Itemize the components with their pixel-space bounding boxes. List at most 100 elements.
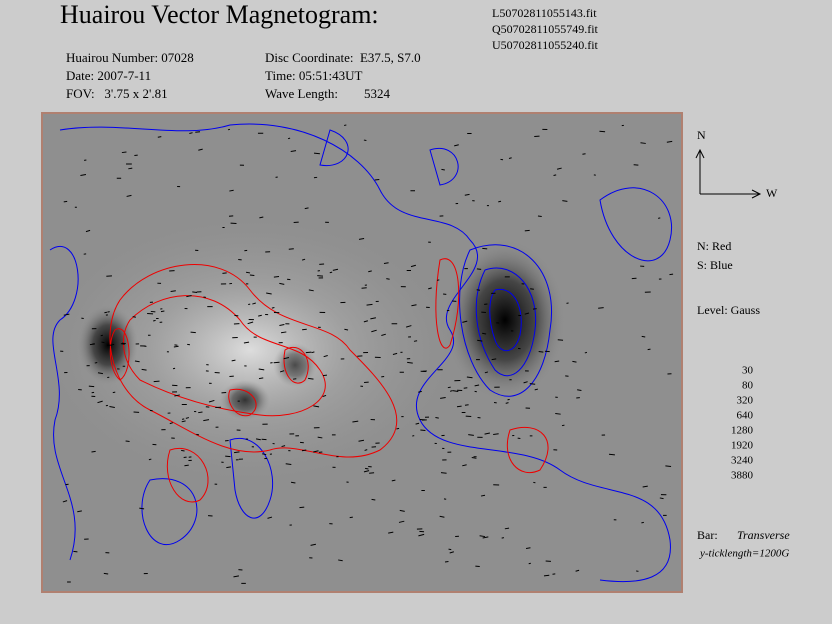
- contour: [489, 288, 522, 352]
- level-value: 30: [742, 365, 754, 377]
- field-bar: [529, 383, 536, 385]
- field-bar: [364, 467, 369, 470]
- info-line: Time: 05:51:43UT: [265, 68, 362, 83]
- field-bar: [267, 516, 273, 519]
- field-bar: [233, 575, 240, 578]
- field-bar: [369, 472, 375, 474]
- field-bar: [313, 450, 319, 453]
- field-bar: [363, 320, 369, 323]
- field-bar: [153, 380, 160, 383]
- field-bar: [160, 310, 165, 313]
- field-bar: [440, 397, 446, 399]
- field-bar: [493, 433, 499, 435]
- field-bar: [101, 341, 105, 344]
- field-bar: [577, 389, 582, 391]
- info-line: Disc Coordinate: E37.5, S7.0: [265, 50, 421, 65]
- field-bar: [128, 167, 133, 170]
- field-bar: [273, 361, 280, 364]
- field-bar: [134, 360, 140, 363]
- contour: [49, 246, 79, 561]
- field-bar: [508, 157, 512, 159]
- field-bar: [407, 361, 413, 364]
- field-bar: [598, 307, 604, 309]
- contour: [283, 346, 309, 384]
- blue-contours: [49, 123, 672, 583]
- field-bar: [185, 417, 190, 419]
- bar-label: Bar:: [697, 528, 718, 542]
- field-bar: [484, 432, 490, 435]
- field-bar: [553, 174, 557, 176]
- field-bar: [255, 438, 261, 441]
- field-bar: [441, 168, 445, 171]
- field-bar: [279, 370, 285, 373]
- field-bar: [121, 342, 126, 345]
- field-bar: [386, 278, 390, 280]
- contour: [228, 388, 257, 417]
- title: Huairou Vector Magnetogram:: [60, 0, 379, 29]
- field-bar: [534, 388, 539, 391]
- field-bar: [358, 237, 365, 240]
- field-bar: [62, 500, 68, 503]
- field-bar: [392, 352, 398, 355]
- field-bar: [261, 453, 267, 456]
- field-bar: [104, 311, 108, 314]
- transverse-field-bars: [60, 124, 674, 584]
- field-bar: [181, 420, 186, 423]
- field-bar: [358, 439, 365, 442]
- field-bar: [641, 335, 646, 338]
- field-bar: [313, 405, 320, 408]
- field-bar: [665, 465, 672, 467]
- field-bar: [89, 343, 95, 346]
- field-bar: [259, 216, 264, 219]
- field-bar: [436, 279, 440, 281]
- field-bar: [381, 333, 386, 336]
- field-bar: [454, 144, 459, 147]
- field-bar: [399, 509, 405, 512]
- field-bar: [153, 319, 156, 322]
- field-bar: [418, 390, 422, 393]
- level-value: 3240: [731, 455, 754, 467]
- level-value: 320: [737, 395, 754, 407]
- field-bar: [266, 292, 272, 295]
- field-bar: [109, 406, 115, 409]
- field-bar: [505, 402, 509, 404]
- field-bar: [482, 332, 487, 335]
- compass-north: N: [697, 128, 706, 142]
- plage: [50, 220, 450, 480]
- field-bar: [100, 334, 103, 337]
- field-bar: [231, 359, 236, 362]
- field-bar: [169, 422, 173, 425]
- field-bar: [462, 464, 467, 467]
- field-bar: [247, 321, 254, 325]
- field-bar: [91, 450, 96, 453]
- contour: [166, 447, 209, 503]
- field-bar: [452, 390, 459, 392]
- field-bar: [301, 258, 306, 261]
- field-bar: [462, 320, 468, 323]
- field-bar: [290, 481, 296, 484]
- field-bar: [366, 303, 373, 306]
- field-bar: [97, 372, 104, 375]
- field-bar: [181, 418, 185, 420]
- field-bar: [530, 288, 534, 290]
- field-bar: [246, 271, 251, 274]
- field-bar: [308, 289, 314, 292]
- field-bar: [370, 317, 376, 320]
- field-bar: [94, 361, 98, 364]
- field-bar: [371, 498, 376, 501]
- contour: [59, 123, 671, 583]
- field-bar: [474, 384, 480, 387]
- field-bar: [97, 400, 103, 404]
- compass-arrows: [695, 148, 762, 199]
- field-bar: [364, 449, 368, 451]
- field-bar: [329, 271, 333, 274]
- field-bar: [258, 368, 265, 371]
- field-bar: [173, 345, 179, 348]
- field-bar: [555, 413, 561, 415]
- field-bar: [572, 360, 577, 363]
- level-value: 640: [737, 410, 754, 422]
- field-bar: [361, 287, 367, 289]
- info-line: Wave Length: 5324: [265, 86, 390, 101]
- level-value: 1920: [731, 440, 754, 452]
